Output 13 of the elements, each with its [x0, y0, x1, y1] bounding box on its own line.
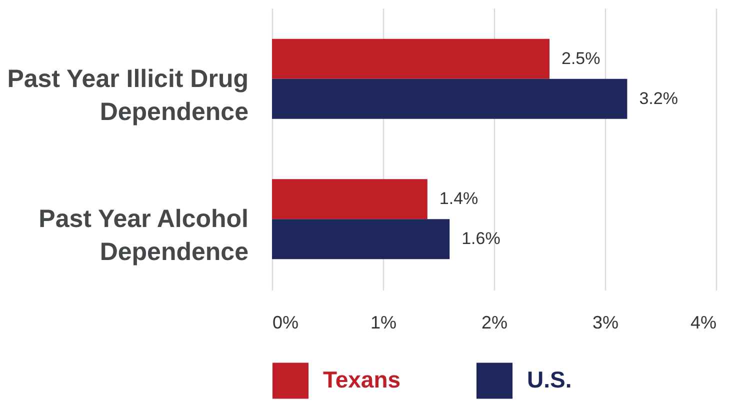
- y-tick-label: Past Year Alcohol Dependence: [38, 205, 249, 266]
- data-label: 1.4%: [439, 189, 478, 208]
- data-label: 1.6%: [462, 229, 500, 248]
- x-tick-label: 1%: [370, 312, 397, 332]
- data-label: 2.5%: [562, 48, 600, 68]
- legend-label: U.S.: [527, 366, 572, 393]
- legend-label: Texans: [323, 366, 401, 393]
- x-tick-label: 0%: [272, 312, 299, 332]
- data-label: 3.2%: [639, 88, 678, 108]
- y-tick-label: Past Year Illicit Drug Dependence: [7, 64, 249, 126]
- x-tick-label: 3%: [592, 312, 619, 332]
- x-tick-label: 4%: [690, 312, 716, 332]
- x-tick-label: 2%: [481, 312, 508, 332]
